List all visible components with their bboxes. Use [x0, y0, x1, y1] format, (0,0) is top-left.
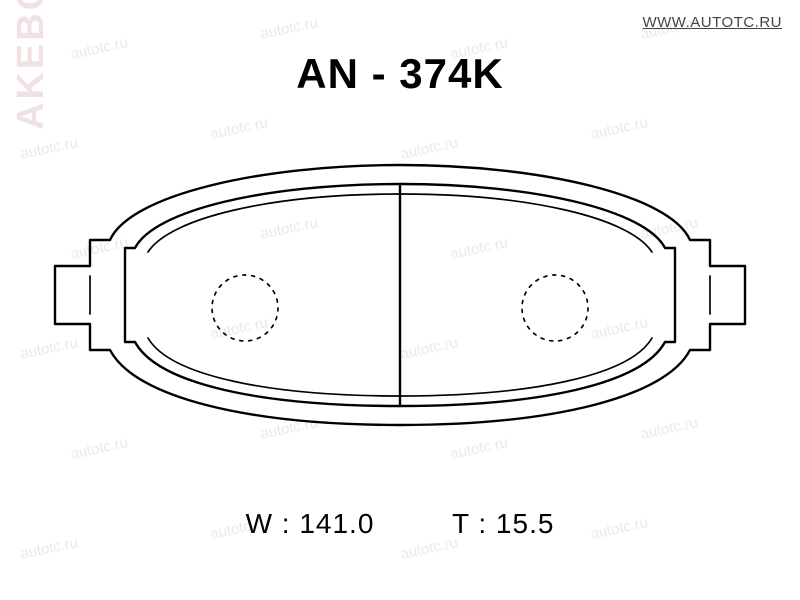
width-label: W : — [246, 508, 291, 540]
part-number-heading: AN - 374K — [0, 50, 800, 98]
dimensions-line: W : 141.0 T : 15.5 — [0, 508, 800, 540]
thickness-value: 15.5 — [496, 508, 555, 540]
diagram-stage: AKEBONO autotc.ruautotc.ruautotc.ruautot… — [0, 0, 800, 600]
brake-pad-outline-diagram — [50, 140, 750, 460]
thickness-label: T : — [452, 508, 487, 540]
width-value: 141.0 — [299, 508, 374, 540]
source-url-watermark: WWW.AUTOTC.RU — [642, 14, 782, 31]
